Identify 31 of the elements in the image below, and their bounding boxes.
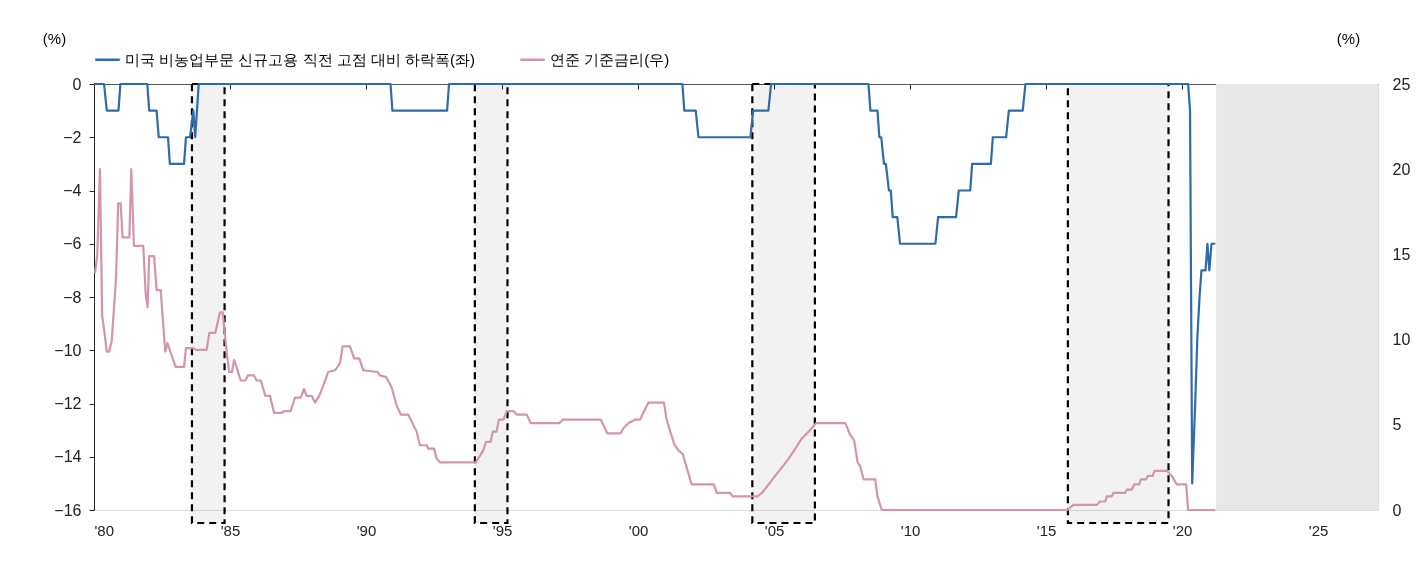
x-tick-label: '05 (764, 521, 785, 539)
y2-tick-label: 10 (1392, 331, 1411, 349)
x-tick-label: '95 (492, 521, 513, 539)
x-tick-label: '20 (1172, 521, 1193, 539)
x-tick-label: '15 (1036, 521, 1057, 539)
legend-label: 미국 비농업부문 신규고용 직전 고점 대비 하락폭(좌) (125, 50, 475, 68)
y-tick-label: −10 (54, 341, 82, 359)
y-tick-label: 0 (72, 75, 82, 93)
y-axis-title: (%) (42, 29, 67, 47)
x-tick-label: '00 (628, 521, 649, 539)
y-tick-label: −14 (54, 448, 82, 466)
x-tick-label: '80 (94, 521, 115, 539)
y-tick-label: −16 (54, 501, 82, 519)
x-tick-label: '25 (1308, 521, 1329, 539)
y-tick-label: −2 (63, 128, 82, 146)
line-series (93, 168, 1217, 512)
y2-tick-label: 20 (1392, 160, 1411, 178)
y-tick-label: −12 (54, 395, 82, 412)
line-series (92, 82, 1217, 485)
x-tick-label: '10 (900, 521, 921, 539)
y-tick-label: −8 (63, 288, 82, 306)
x-tick-label: '85 (220, 521, 241, 539)
y2-tick-label: 15 (1392, 245, 1411, 263)
y2-tick-label: 0 (1392, 501, 1402, 519)
y2-axis-title: (%) (1336, 29, 1361, 47)
legend-label: 연준 기준금리(우) (550, 50, 670, 68)
y-tick-label: −6 (63, 235, 82, 253)
x-tick-label: '90 (356, 521, 377, 539)
y2-tick-label: 25 (1392, 75, 1411, 93)
y-tick-label: −4 (63, 182, 82, 199)
y2-tick-label: 5 (1392, 416, 1402, 434)
